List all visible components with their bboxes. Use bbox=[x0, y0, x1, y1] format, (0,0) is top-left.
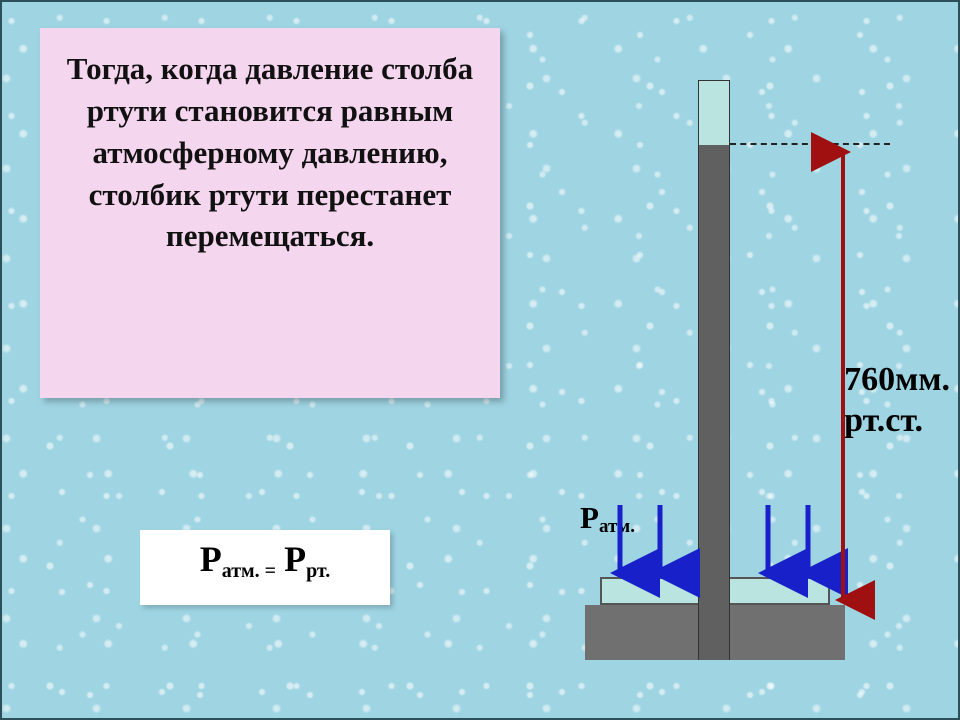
pressure-equation-box: Р атм. = Р рт. bbox=[140, 530, 390, 605]
eq-p1-sub: атм. = bbox=[222, 560, 276, 583]
explanation-text: Тогда, когда давление столба ртути стано… bbox=[67, 51, 473, 253]
eq-p2-main: Р bbox=[284, 538, 306, 580]
pressure-arrows-svg bbox=[560, 40, 940, 680]
eq-p2-sub: рт. bbox=[306, 560, 330, 583]
eq-p1-main: Р bbox=[200, 538, 222, 580]
explanation-textbox: Тогда, когда давление столба ртути стано… bbox=[40, 28, 500, 398]
barometer-diagram bbox=[560, 40, 940, 680]
